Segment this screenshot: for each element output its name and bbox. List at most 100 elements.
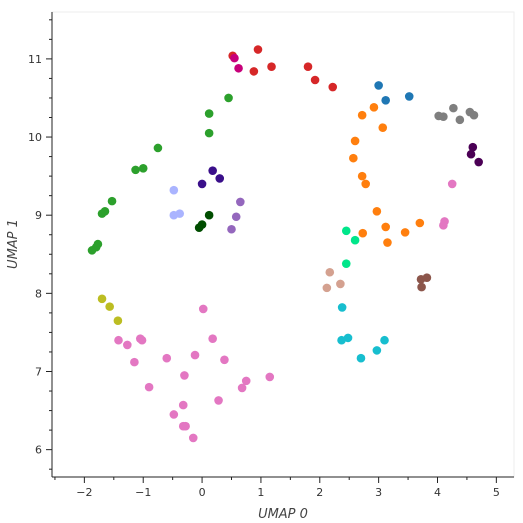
- y-tick-label: 7: [35, 365, 42, 378]
- y-tick-label: 9: [35, 209, 42, 222]
- data-point: [336, 279, 345, 289]
- data-point: [169, 185, 179, 195]
- data-point: [130, 357, 139, 367]
- data-point: [310, 75, 320, 85]
- data-point: [356, 353, 366, 363]
- data-point: [175, 209, 185, 218]
- y-tick-label: 8: [35, 287, 42, 300]
- data-point: [325, 267, 335, 277]
- data-point: [190, 350, 200, 360]
- data-point: [253, 45, 263, 54]
- data-point: [188, 433, 198, 443]
- data-point: [87, 246, 97, 255]
- data-point: [197, 179, 207, 189]
- y-axis-title: UMAP 1: [6, 219, 21, 269]
- data-point: [198, 304, 208, 314]
- data-point: [249, 67, 259, 76]
- x-tick-label: 3: [375, 486, 382, 499]
- data-point: [169, 410, 179, 419]
- data-point: [374, 81, 383, 90]
- data-point: [220, 355, 229, 365]
- x-tick-label: −1: [135, 486, 151, 499]
- data-point: [105, 302, 114, 311]
- data-point: [341, 226, 351, 236]
- x-tick-label: 1: [257, 486, 264, 499]
- data-point: [447, 179, 457, 189]
- data-point: [214, 396, 223, 405]
- data-point: [194, 223, 204, 232]
- data-point: [144, 382, 154, 392]
- data-point: [417, 282, 426, 292]
- x-tick-label: −2: [76, 486, 92, 499]
- y-ticks: 6 7 8 9 10 11: [28, 19, 52, 470]
- data-point: [343, 333, 353, 343]
- data-point: [404, 92, 414, 101]
- data-point: [241, 376, 251, 386]
- x-tick-label: 4: [434, 486, 441, 499]
- data-point: [381, 222, 390, 232]
- data-point: [372, 206, 382, 216]
- data-point: [135, 334, 145, 343]
- data-point: [474, 157, 483, 167]
- data-point: [322, 283, 332, 293]
- data-point: [123, 340, 132, 350]
- data-point: [380, 335, 389, 345]
- data-point: [422, 273, 432, 283]
- data-point: [178, 421, 188, 431]
- data-point: [208, 166, 217, 175]
- data-point: [237, 383, 247, 393]
- data-point: [369, 103, 379, 112]
- data-point: [328, 82, 338, 92]
- data-point: [349, 153, 358, 163]
- data-point: [178, 400, 188, 410]
- data-point: [97, 294, 107, 304]
- x-axis-title: UMAP 0: [258, 507, 308, 522]
- data-point: [204, 128, 214, 138]
- data-point: [114, 335, 123, 345]
- data-point: [357, 171, 367, 181]
- data-point: [455, 115, 465, 125]
- y-tick-label: 11: [28, 53, 42, 66]
- data-point: [227, 224, 236, 234]
- data-point: [180, 371, 189, 380]
- data-point: [449, 103, 458, 113]
- data-point: [341, 259, 351, 268]
- data-point: [415, 218, 425, 228]
- data-point: [469, 110, 479, 120]
- data-point: [439, 112, 448, 122]
- data-point: [230, 53, 239, 63]
- data-point: [337, 335, 346, 345]
- y-tick-label: 10: [28, 131, 42, 144]
- data-point: [358, 228, 368, 238]
- x-tick-label: 5: [493, 486, 500, 499]
- data-point: [204, 109, 214, 118]
- data-point: [400, 228, 410, 237]
- data-point: [107, 196, 117, 206]
- data-point: [350, 235, 360, 245]
- data-point: [466, 149, 476, 159]
- y-tick-label: 6: [35, 444, 42, 457]
- data-point: [224, 93, 233, 103]
- data-point: [236, 197, 245, 207]
- data-point: [265, 372, 275, 382]
- data-point: [267, 62, 276, 72]
- data-point: [234, 63, 243, 73]
- data-point: [153, 143, 163, 153]
- data-point: [383, 238, 392, 247]
- data-point: [231, 212, 241, 222]
- data-point: [350, 136, 360, 146]
- data-point: [361, 179, 370, 189]
- x-ticks: −2 −1 0 1 2 3 4 5: [54, 477, 500, 499]
- data-point: [208, 334, 217, 343]
- data-point: [215, 174, 225, 183]
- x-tick-label: 2: [316, 486, 323, 499]
- data-point: [439, 221, 448, 230]
- data-point: [204, 210, 214, 220]
- data-point: [303, 62, 313, 72]
- data-point: [372, 346, 382, 355]
- data-point: [162, 353, 172, 363]
- points-layer: [87, 45, 483, 443]
- data-point: [378, 123, 388, 132]
